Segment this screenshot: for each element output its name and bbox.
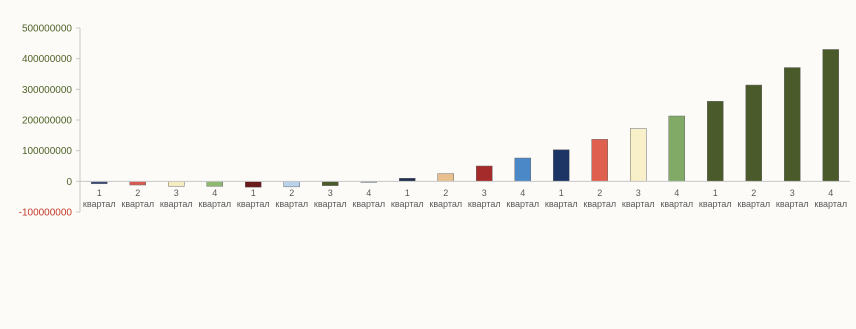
bar bbox=[630, 128, 647, 182]
x-category-number: 3 bbox=[328, 188, 333, 198]
x-category-label: квартал bbox=[776, 199, 809, 209]
y-tick-label: 400000000 bbox=[22, 54, 72, 65]
x-category-number: 3 bbox=[636, 188, 641, 198]
x-category-label: квартал bbox=[660, 199, 693, 209]
bar bbox=[591, 139, 608, 182]
x-category-number: 2 bbox=[597, 188, 602, 198]
x-category-label: квартал bbox=[737, 199, 770, 209]
y-tick-label: 100000000 bbox=[22, 146, 72, 157]
x-category-label: квартал bbox=[545, 199, 578, 209]
bar bbox=[245, 181, 262, 188]
x-category-number: 3 bbox=[482, 188, 487, 198]
y-tick-label: 500000000 bbox=[22, 24, 72, 35]
x-category-label: квартал bbox=[121, 199, 154, 209]
y-tick-label: 0 bbox=[66, 177, 72, 188]
x-category-label: квартал bbox=[237, 199, 270, 209]
bar bbox=[668, 115, 685, 182]
x-category-label: квартал bbox=[468, 199, 501, 209]
x-category-label: квартал bbox=[314, 199, 347, 209]
x-category-label: квартал bbox=[506, 199, 539, 209]
bars bbox=[91, 49, 839, 188]
bar bbox=[514, 157, 531, 182]
x-category-number: 1 bbox=[97, 188, 102, 198]
x-category-number: 2 bbox=[135, 188, 140, 198]
bar bbox=[553, 149, 570, 182]
bar bbox=[168, 181, 185, 187]
bar bbox=[322, 181, 339, 186]
x-category-number: 1 bbox=[405, 188, 410, 198]
y-tick-label: 200000000 bbox=[22, 116, 72, 127]
x-category-label: квартал bbox=[429, 199, 462, 209]
x-category-number: 3 bbox=[790, 188, 795, 198]
bar bbox=[707, 101, 724, 182]
bar bbox=[745, 84, 762, 182]
x-category-label: квартал bbox=[391, 199, 424, 209]
x-category-number: 1 bbox=[713, 188, 718, 198]
x-category-number: 4 bbox=[366, 188, 371, 198]
x-category-label: квартал bbox=[814, 199, 847, 209]
x-category-number: 2 bbox=[751, 188, 756, 198]
x-category-number: 4 bbox=[828, 188, 833, 198]
bar bbox=[129, 181, 146, 186]
x-category-number: 2 bbox=[289, 188, 294, 198]
y-tick-label: 300000000 bbox=[22, 85, 72, 96]
x-category-number: 4 bbox=[520, 188, 525, 198]
x-category-number: 4 bbox=[212, 188, 217, 198]
bar bbox=[822, 49, 839, 182]
bar bbox=[784, 67, 801, 182]
bar bbox=[206, 181, 223, 187]
y-tick-label: -100000000 bbox=[19, 208, 73, 219]
x-category-label: квартал bbox=[583, 199, 616, 209]
y-axis: 500000000 400000000 300000000 200000000 1000… bbox=[19, 24, 81, 219]
x-category-label: квартал bbox=[83, 199, 116, 209]
x-category-label: квартал bbox=[699, 199, 732, 209]
x-category-number: 4 bbox=[674, 188, 679, 198]
x-category-number: 2 bbox=[443, 188, 448, 198]
x-category-label: квартал bbox=[622, 199, 655, 209]
x-axis-labels: 1квартал2квартал3квартал4квартал1квартал… bbox=[83, 188, 847, 209]
x-category-label: квартал bbox=[198, 199, 231, 209]
bar bbox=[437, 173, 454, 182]
x-category-number: 1 bbox=[559, 188, 564, 198]
x-category-number: 3 bbox=[174, 188, 179, 198]
x-category-label: квартал bbox=[275, 199, 308, 209]
x-category-label: квартал bbox=[352, 199, 385, 209]
bar bbox=[283, 181, 300, 188]
bar bbox=[476, 165, 493, 182]
x-category-label: квартал bbox=[160, 199, 193, 209]
x-category-number: 1 bbox=[251, 188, 256, 198]
